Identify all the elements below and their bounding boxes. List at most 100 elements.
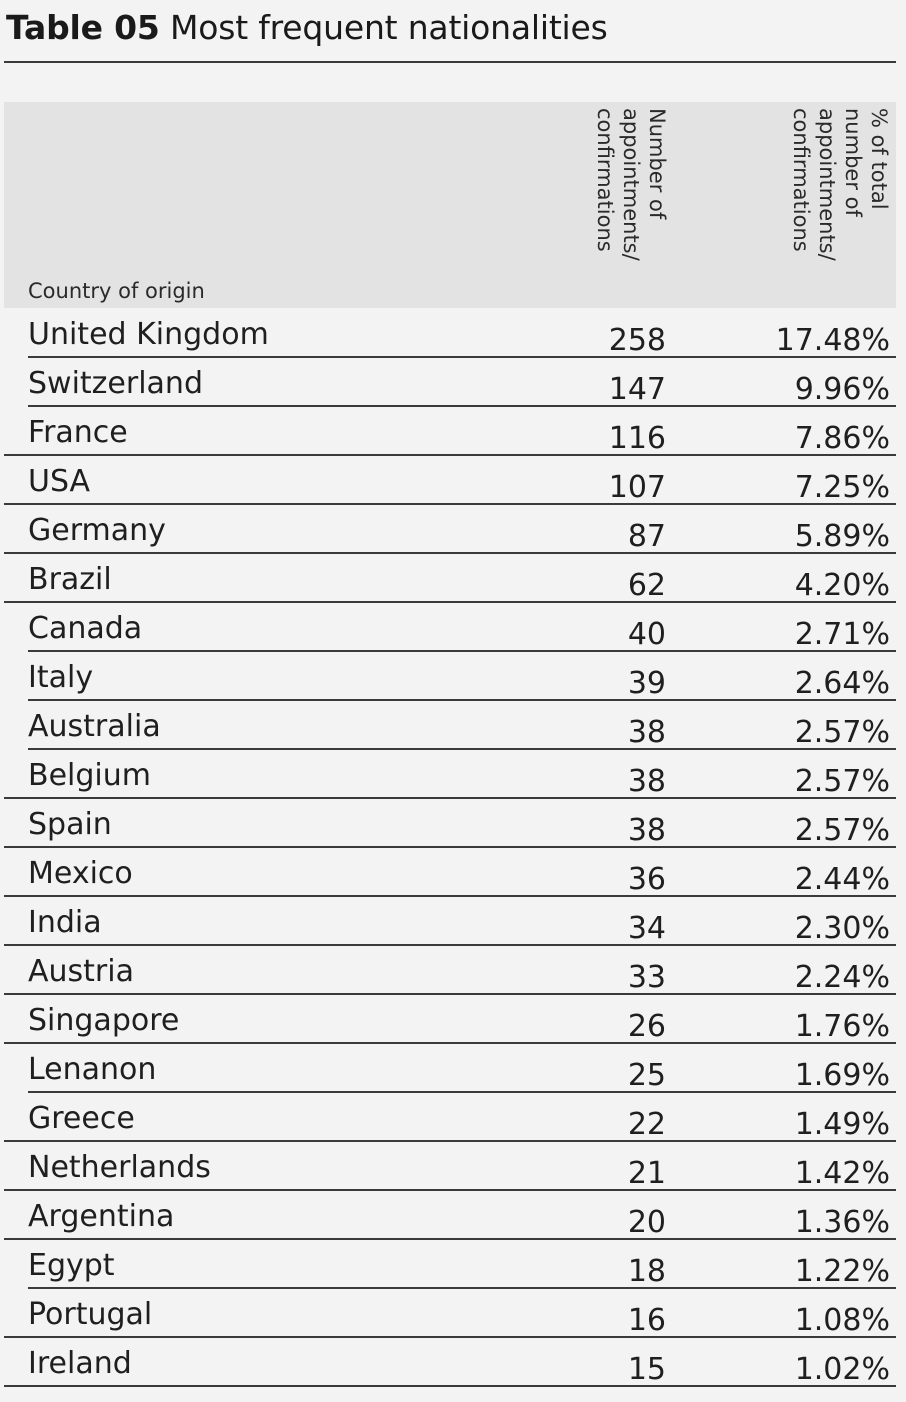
count-cell: 36 xyxy=(627,862,666,897)
table-row: Australia 38 2.57% xyxy=(0,701,906,750)
country-cell: Portugal xyxy=(28,1297,153,1332)
title-divider xyxy=(4,61,896,63)
row-divider xyxy=(4,1385,896,1387)
row-divider xyxy=(28,356,896,358)
table-row: Greece 22 1.49% xyxy=(0,1093,906,1142)
row-divider xyxy=(4,944,896,946)
table-title-text: Most frequent nationalities xyxy=(169,8,608,47)
table-row: Netherlands 21 1.42% xyxy=(0,1142,906,1191)
percent-cell: 5.89% xyxy=(794,519,890,554)
count-cell: 116 xyxy=(608,421,666,456)
row-divider xyxy=(28,650,896,652)
percent-cell: 17.48% xyxy=(775,323,890,358)
count-cell: 22 xyxy=(627,1107,666,1142)
table-row: Argentina 20 1.36% xyxy=(0,1191,906,1240)
count-cell: 33 xyxy=(627,960,666,995)
country-cell: Greece xyxy=(28,1101,135,1136)
country-cell: Australia xyxy=(28,709,161,744)
count-cell: 25 xyxy=(627,1058,666,1093)
count-cell: 16 xyxy=(627,1303,666,1338)
percent-cell: 2.64% xyxy=(794,666,890,701)
table-row: Canada 40 2.71% xyxy=(0,603,906,652)
country-cell: Argentina xyxy=(28,1199,175,1234)
row-divider xyxy=(28,748,896,750)
count-cell: 87 xyxy=(627,519,666,554)
percent-cell: 4.20% xyxy=(794,568,890,603)
percent-cell: 2.30% xyxy=(794,911,890,946)
country-cell: Italy xyxy=(28,660,94,695)
row-divider xyxy=(28,405,896,407)
percent-cell: 1.76% xyxy=(794,1009,890,1044)
table-row: Germany 87 5.89% xyxy=(0,505,906,554)
row-divider xyxy=(4,552,896,554)
row-divider xyxy=(4,846,896,848)
count-cell: 39 xyxy=(627,666,666,701)
count-cell: 147 xyxy=(608,372,666,407)
count-cell: 26 xyxy=(627,1009,666,1044)
percent-cell: 1.36% xyxy=(794,1205,890,1240)
percent-cell: 2.57% xyxy=(794,764,890,799)
country-cell: Singapore xyxy=(28,1003,180,1038)
percent-cell: 7.86% xyxy=(794,421,890,456)
table-row: Brazil 62 4.20% xyxy=(0,554,906,603)
count-cell: 40 xyxy=(627,617,666,652)
row-divider xyxy=(4,454,896,456)
country-cell: Mexico xyxy=(28,856,133,891)
row-divider xyxy=(4,1336,896,1338)
count-cell: 38 xyxy=(627,764,666,799)
table-row: Ireland 15 1.02% xyxy=(0,1338,906,1387)
table-row: Italy 39 2.64% xyxy=(0,652,906,701)
table-row: Spain 38 2.57% xyxy=(0,799,906,848)
count-cell: 38 xyxy=(627,715,666,750)
row-divider xyxy=(4,1140,896,1142)
row-divider xyxy=(4,503,896,505)
count-cell: 34 xyxy=(627,911,666,946)
table-row: Portugal 16 1.08% xyxy=(0,1289,906,1338)
country-cell: Ireland xyxy=(28,1346,132,1381)
column-header-percent: % of total number of appointments/ confi… xyxy=(789,108,891,261)
percent-cell: 1.42% xyxy=(794,1156,890,1191)
country-cell: Switzerland xyxy=(28,366,203,401)
table-row: Lenanon 25 1.69% xyxy=(0,1044,906,1093)
percent-cell: 1.49% xyxy=(794,1107,890,1142)
row-divider xyxy=(28,1287,896,1289)
country-cell: Canada xyxy=(28,611,143,646)
row-divider xyxy=(4,993,896,995)
table-body: United Kingdom 258 17.48% Switzerland 147 9.9… xyxy=(0,309,906,1387)
percent-cell: 2.57% xyxy=(794,715,890,750)
row-divider xyxy=(4,1238,896,1240)
table-header: Number of appointments/ confirmations % … xyxy=(4,102,896,308)
country-cell: Germany xyxy=(28,513,166,548)
column-header-count: Number of appointments/ confirmations xyxy=(593,108,669,261)
country-cell: Brazil xyxy=(28,562,112,597)
table-row: Switzerland 147 9.96% xyxy=(0,358,906,407)
country-cell: Spain xyxy=(28,807,112,842)
percent-cell: 7.25% xyxy=(794,470,890,505)
country-cell: Lenanon xyxy=(28,1052,157,1087)
percent-cell: 1.08% xyxy=(794,1303,890,1338)
count-cell: 21 xyxy=(627,1156,666,1191)
count-cell: 18 xyxy=(627,1254,666,1289)
table-number: Table 05 xyxy=(6,8,160,47)
row-divider xyxy=(4,895,896,897)
percent-cell: 2.71% xyxy=(794,617,890,652)
table-title: Table 05 Most frequent nationalities xyxy=(6,6,608,50)
percent-cell: 1.69% xyxy=(794,1058,890,1093)
count-cell: 107 xyxy=(608,470,666,505)
table-row: France 116 7.86% xyxy=(0,407,906,456)
count-cell: 258 xyxy=(608,323,666,358)
percent-cell: 1.02% xyxy=(794,1352,890,1387)
table-row: Mexico 36 2.44% xyxy=(0,848,906,897)
column-header-country: Country of origin xyxy=(28,279,205,303)
table-row: Singapore 26 1.76% xyxy=(0,995,906,1044)
row-divider xyxy=(28,699,896,701)
row-divider xyxy=(4,797,896,799)
count-cell: 20 xyxy=(627,1205,666,1240)
country-cell: India xyxy=(28,905,102,940)
percent-cell: 2.57% xyxy=(794,813,890,848)
percent-cell: 9.96% xyxy=(794,372,890,407)
row-divider xyxy=(4,1042,896,1044)
country-cell: Egypt xyxy=(28,1248,115,1283)
percent-cell: 2.44% xyxy=(794,862,890,897)
country-cell: United Kingdom xyxy=(28,317,269,352)
